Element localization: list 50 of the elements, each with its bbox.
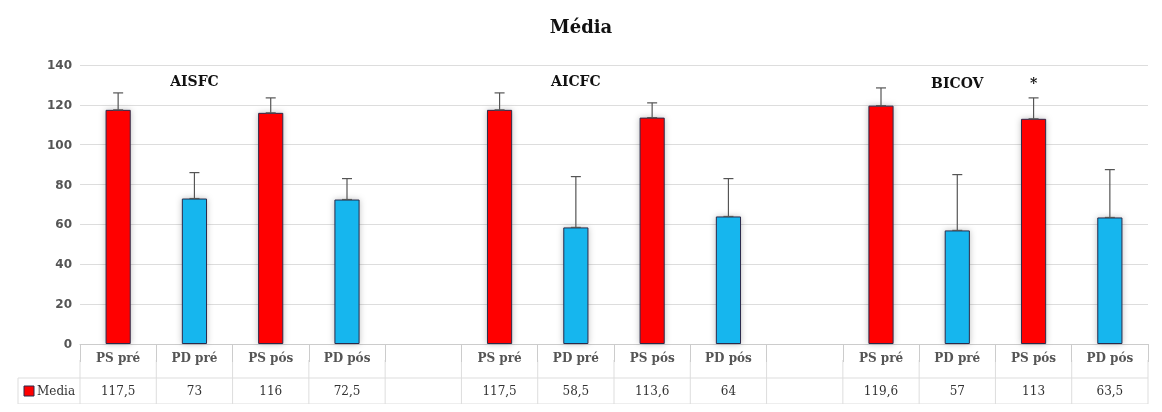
x-tick-label: PD pré [552, 351, 600, 365]
annotation: AISFC [169, 72, 219, 89]
bar [1097, 217, 1123, 344]
bar [868, 105, 894, 344]
data-label: 113,6 [634, 384, 670, 398]
x-tick-label: PD pós [705, 351, 753, 365]
y-tick-label: 40 [55, 257, 72, 272]
bar [105, 109, 131, 344]
x-tick-label: PD pré [934, 351, 981, 365]
data-label: 64 [720, 384, 737, 398]
annotation: * [1029, 74, 1038, 91]
y-tick-label: 0 [63, 337, 72, 351]
bar [334, 199, 360, 344]
bar [944, 230, 970, 344]
data-label: 72,5 [333, 384, 361, 398]
bar [639, 117, 665, 344]
y-tick-label: 140 [46, 58, 72, 72]
x-tick-label: PS pré [858, 351, 904, 365]
data-label: 117,5 [482, 384, 517, 398]
y-tick-label: 60 [55, 217, 72, 232]
data-label: 119,6 [863, 384, 899, 398]
data-label: 116 [259, 384, 283, 398]
y-tick-label: 120 [46, 97, 72, 112]
bar [715, 216, 742, 344]
bar [181, 198, 208, 344]
y-tick-label: 20 [55, 297, 72, 312]
legend-label: Media [37, 384, 76, 398]
data-label: 113 [1022, 384, 1046, 398]
x-tick-label: PD pós [323, 351, 371, 365]
annotation: BICOV [931, 74, 985, 91]
data-label: 73 [186, 384, 203, 398]
y-tick-label: 80 [55, 177, 72, 192]
bar [486, 109, 513, 344]
x-tick-label: PD pré [171, 351, 218, 365]
annotation: AICFC [550, 72, 601, 89]
x-tick-label: PS pós [248, 351, 294, 365]
x-tick-label: PS pós [629, 351, 675, 365]
bar [1020, 118, 1047, 344]
x-tick-label: PS pré [477, 351, 523, 365]
bar [563, 227, 589, 344]
y-tick-label: 100 [46, 137, 72, 152]
data-label: 63,5 [1096, 384, 1124, 398]
x-tick-label: PS pré [96, 351, 141, 365]
data-label: 117,5 [100, 384, 136, 398]
bar [258, 112, 284, 344]
chart-title: Média [549, 15, 613, 37]
data-label: 57 [949, 384, 965, 398]
x-tick-label: PS pós [1011, 351, 1057, 365]
x-tick-label: PD pós [1086, 351, 1134, 365]
data-label: 58,5 [562, 384, 590, 398]
